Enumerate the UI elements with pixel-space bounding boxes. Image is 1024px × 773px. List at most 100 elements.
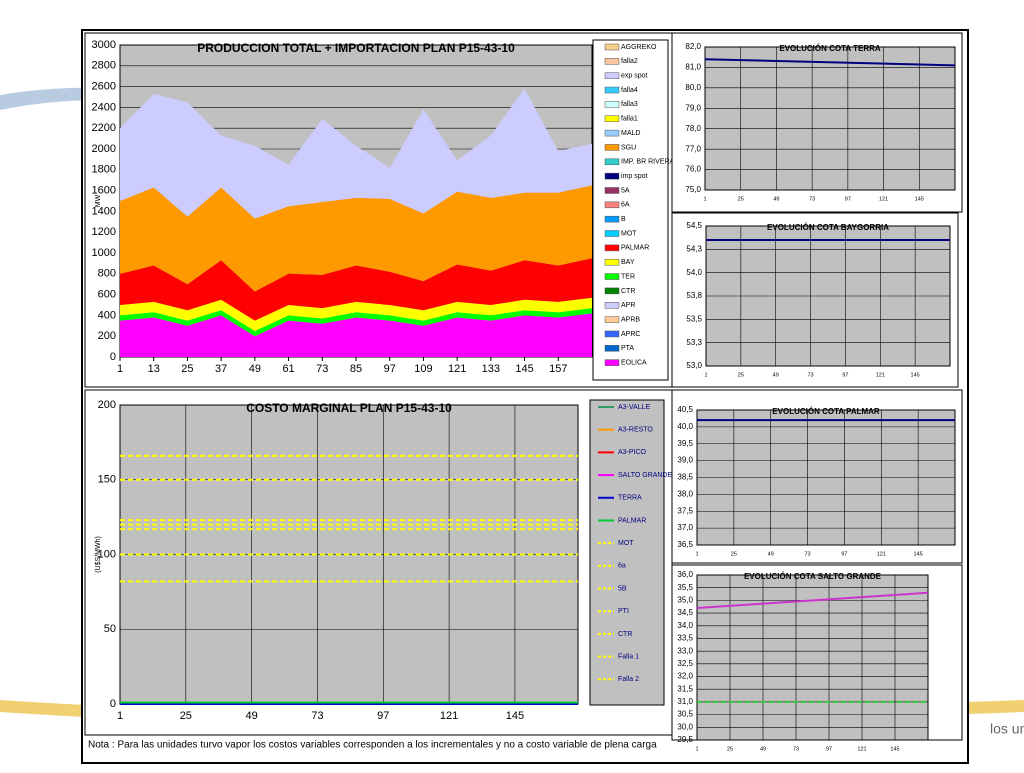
legend-label: B bbox=[621, 216, 626, 223]
y-tick-label: 38,0 bbox=[677, 489, 693, 498]
x-tick-label: 73 bbox=[316, 363, 328, 375]
y-tick-label: 31,5 bbox=[677, 684, 693, 693]
x-tick-label: 145 bbox=[890, 746, 899, 752]
y-tick-label: 2400 bbox=[92, 101, 116, 113]
x-tick-label: 97 bbox=[826, 746, 832, 752]
x-tick-label: 97 bbox=[377, 710, 389, 722]
legend-label: 5A bbox=[621, 187, 630, 194]
x-tick-label: 1 bbox=[117, 363, 123, 375]
y-tick-label: 32,5 bbox=[677, 659, 693, 668]
plot-area bbox=[696, 574, 929, 741]
x-tick-label: 121 bbox=[877, 551, 886, 557]
x-tick-label: 121 bbox=[448, 363, 466, 375]
x-tick-label: 73 bbox=[805, 551, 811, 557]
x-tick-label: 145 bbox=[914, 551, 923, 557]
chart-title: PRODUCCION TOTAL + IMPORTACION PLAN P15-… bbox=[197, 41, 515, 55]
legend-label: APR bbox=[621, 302, 635, 309]
area bbox=[120, 297, 592, 331]
y-tick-label: 53,8 bbox=[686, 291, 702, 300]
y-axis-label: MW bbox=[95, 194, 102, 207]
legend-label: MOT bbox=[618, 540, 634, 547]
y-tick-label: 35,5 bbox=[677, 583, 693, 592]
area bbox=[120, 308, 592, 337]
legend-label: AGGREKO bbox=[621, 44, 657, 51]
legend-label: CTR bbox=[618, 631, 632, 638]
x-tick-label: 49 bbox=[760, 746, 766, 752]
legend-label: MOT bbox=[621, 230, 637, 237]
y-tick-label: 53,5 bbox=[686, 314, 702, 323]
x-tick-label: 145 bbox=[911, 372, 920, 378]
x-tick-label: 121 bbox=[879, 196, 888, 202]
legend-swatch bbox=[604, 330, 620, 338]
legend-label: exp spot bbox=[621, 73, 648, 80]
chart-title: COSTO MARGINAL PLAN P15-43-10 bbox=[246, 401, 452, 415]
chart-title: EVOLUCIÓN COTA PALMAR bbox=[772, 407, 880, 416]
y-tick-label: 1600 bbox=[92, 185, 116, 197]
y-tick-label: 39,0 bbox=[677, 456, 693, 465]
legend-label: PALMAR bbox=[621, 245, 649, 252]
y-tick-label: 36,0 bbox=[677, 570, 693, 579]
charts: 0200400600800100012001400160018002000220… bbox=[84, 32, 963, 752]
x-tick-label: 61 bbox=[282, 363, 294, 375]
x-tick-label: 25 bbox=[731, 551, 737, 557]
chart-title: EVOLUCIÓN COTA SALTO GRANDE bbox=[744, 572, 882, 581]
legend-label: APRB bbox=[621, 316, 640, 323]
y-tick-label: 600 bbox=[98, 289, 116, 301]
y-tick-label: 40,5 bbox=[677, 405, 693, 414]
legend-swatch bbox=[604, 158, 620, 166]
legend-label: imp spot bbox=[621, 173, 648, 180]
y-tick-label: 2600 bbox=[92, 81, 116, 93]
legend-label: SALTO GRANDE bbox=[618, 472, 673, 479]
legend-swatch bbox=[604, 72, 620, 79]
note: Nota : Para las unidades turvo vapor los… bbox=[88, 740, 657, 751]
legend bbox=[592, 39, 669, 381]
x-tick-label: 1 bbox=[695, 551, 698, 557]
y-tick-label: 200 bbox=[98, 330, 116, 342]
legend-label: CTR bbox=[621, 288, 635, 295]
legend-swatch bbox=[604, 258, 620, 266]
x-tick-label: 1 bbox=[695, 746, 698, 752]
y-tick-label: 1000 bbox=[92, 247, 116, 259]
x-tick-label: 85 bbox=[350, 363, 362, 375]
y-tick-label: 37,5 bbox=[677, 506, 693, 515]
x-tick-label: 121 bbox=[440, 710, 458, 722]
x-tick-label: 73 bbox=[311, 710, 323, 722]
legend-swatch bbox=[604, 144, 620, 151]
x-tick-label: 49 bbox=[768, 551, 774, 557]
legend-label: PALMAR bbox=[618, 517, 646, 524]
legend-swatch bbox=[604, 86, 620, 94]
x-tick-label: 25 bbox=[180, 710, 192, 722]
x-tick-label: 121 bbox=[857, 746, 866, 752]
y-tick-label: 3000 bbox=[92, 39, 116, 51]
y-tick-label: 150 bbox=[98, 474, 116, 486]
y-tick-label: 40,0 bbox=[677, 422, 693, 431]
legend-label: BAY bbox=[621, 259, 635, 266]
legend-label: falla3 bbox=[621, 101, 638, 108]
legend-swatch bbox=[604, 287, 620, 295]
x-tick-label: 13 bbox=[148, 363, 160, 375]
x-tick-label: 97 bbox=[384, 363, 396, 375]
legend-swatch bbox=[604, 101, 620, 108]
legend-label: 5B bbox=[618, 585, 627, 592]
x-tick-label: 25 bbox=[738, 196, 744, 202]
legend-label: TER bbox=[621, 273, 635, 280]
area bbox=[120, 88, 592, 219]
y-tick-label: 800 bbox=[98, 268, 116, 280]
legend-label: 6a bbox=[618, 563, 626, 570]
legend-swatch bbox=[604, 316, 620, 323]
y-tick-label: 400 bbox=[98, 309, 116, 321]
y-tick-label: 34,5 bbox=[677, 608, 693, 617]
y-tick-label: 29,5 bbox=[677, 735, 693, 744]
legend-label: falla2 bbox=[621, 58, 638, 65]
legend-label: Falla 1 bbox=[618, 653, 639, 660]
legend-swatch bbox=[604, 215, 620, 223]
y-tick-label: 75,0 bbox=[685, 185, 701, 194]
legend-swatch bbox=[604, 302, 620, 309]
y-tick-label: 1800 bbox=[92, 164, 116, 176]
y-tick-label: 32,0 bbox=[677, 672, 693, 681]
y-tick-label: 2800 bbox=[92, 60, 116, 72]
x-tick-label: 25 bbox=[738, 372, 744, 378]
y-tick-label: 37,0 bbox=[677, 523, 693, 532]
x-tick-label: 121 bbox=[876, 372, 885, 378]
